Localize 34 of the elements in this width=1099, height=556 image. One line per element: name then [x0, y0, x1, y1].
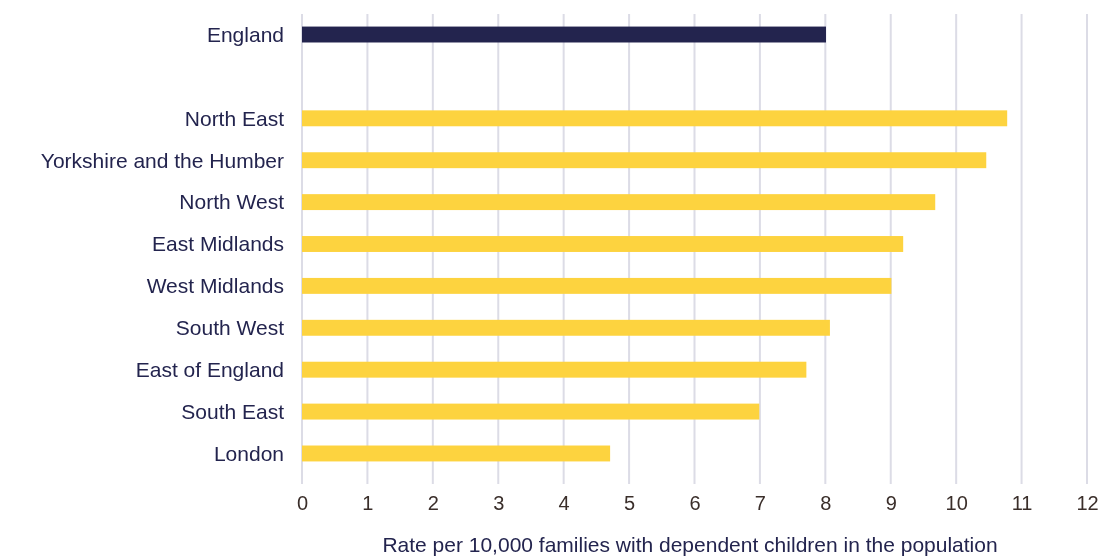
- bar: [302, 445, 611, 462]
- bar: [302, 319, 830, 336]
- y-tick-label: West Midlands: [146, 274, 284, 298]
- x-axis-title: Rate per 10,000 families with dependent children in the population: [382, 533, 998, 556]
- y-tick-label: England: [206, 22, 284, 46]
- x-tick-label: 8: [820, 492, 832, 515]
- x-tick-label: 0: [296, 492, 309, 515]
- y-tick-label: South East: [181, 399, 285, 423]
- x-tick-label: 7: [754, 492, 766, 515]
- bar: [302, 110, 1008, 127]
- bar: [302, 194, 936, 211]
- x-tick-label: 5: [624, 492, 636, 515]
- bar: [302, 26, 826, 43]
- bar: [302, 403, 760, 420]
- x-tick-label: 1: [362, 492, 374, 515]
- y-tick-label: South West: [175, 316, 285, 340]
- bar: [302, 277, 892, 294]
- x-tick-label: 10: [945, 492, 968, 515]
- x-tick-label: 4: [558, 492, 570, 515]
- y-tick-label: East Midlands: [152, 232, 284, 256]
- bar: [302, 361, 807, 378]
- x-tick-label: 9: [885, 492, 897, 515]
- x-tick-label: 12: [1076, 492, 1099, 515]
- x-tick-label: 11: [1011, 492, 1033, 515]
- y-tick-label: North East: [184, 106, 285, 130]
- y-tick-label: Yorkshire and the Humber: [40, 148, 284, 172]
- y-tick-label: East of England: [135, 358, 284, 382]
- y-tick-label: London: [213, 441, 284, 465]
- bar: [302, 152, 987, 169]
- x-tick-label: 6: [689, 492, 701, 515]
- y-tick-label: North West: [179, 190, 285, 214]
- x-tick-label: 3: [493, 492, 505, 515]
- bar: [302, 236, 904, 252]
- x-tick-label: 2: [427, 492, 439, 515]
